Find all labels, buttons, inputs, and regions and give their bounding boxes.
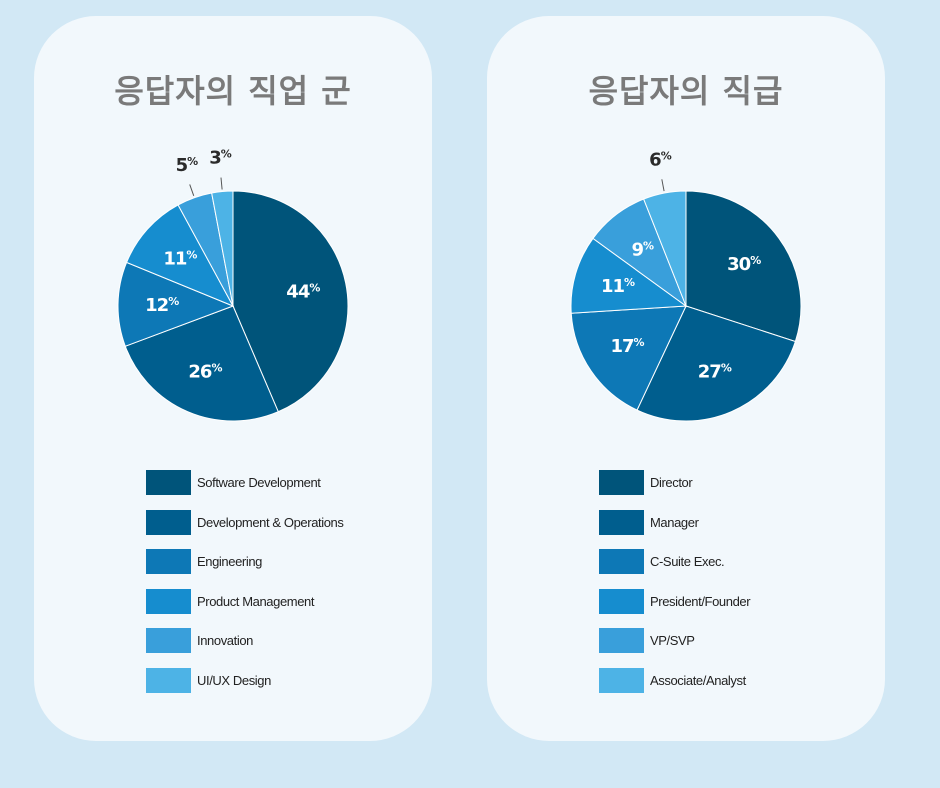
pie-slice-associate-analyst	[643, 190, 687, 307]
legend-swatch	[146, 628, 191, 654]
legend-swatch	[146, 509, 191, 535]
leader-line	[189, 184, 195, 196]
legend-label: Manager	[650, 514, 699, 530]
pie-slice-software-development	[232, 190, 349, 413]
legend-label: Product Management	[197, 593, 315, 609]
legend-item: Engineering	[146, 542, 343, 582]
legend-label: C-Suite Exec.	[650, 554, 725, 570]
data-label: 12%	[145, 295, 179, 316]
data-label: 30%	[727, 254, 761, 275]
pie-slice-development-operations	[124, 305, 279, 422]
data-label: 6%	[649, 149, 672, 170]
legend-item: Innovation	[146, 621, 343, 661]
data-label: 17%	[610, 336, 644, 357]
legend-swatch	[146, 470, 191, 496]
legend-label: UI/UX Design	[197, 672, 271, 688]
legend-swatch	[599, 628, 644, 654]
legend-item: Product Management	[146, 582, 343, 622]
legend-item: President/Founder	[599, 582, 751, 622]
legend-label: President/Founder	[650, 593, 751, 609]
legend-label: Innovation	[197, 633, 253, 649]
pie-chart: 30% 27% 17% 11% 9% 6%	[570, 149, 802, 422]
leader-line	[661, 179, 665, 192]
pie-slice-c-suite-exec	[570, 305, 687, 411]
legend-label: Development & Operations	[197, 514, 344, 530]
legend-swatch	[146, 667, 191, 693]
data-label: 11%	[601, 276, 635, 297]
legend-swatch	[599, 667, 644, 693]
legend-label: Software Development	[197, 475, 321, 491]
leader-line	[220, 177, 223, 190]
legend: Director Manager C-Suite Exec. President/Fo…	[599, 463, 751, 701]
legend-item: Development & Operations	[146, 503, 344, 543]
legend: Software Development Development & Operat…	[146, 463, 344, 701]
legend-swatch	[146, 588, 191, 614]
legend-swatch	[599, 470, 644, 496]
pie-slice-product-management	[125, 204, 235, 307]
pie-slice-manager	[636, 305, 797, 422]
data-label: 26%	[188, 362, 222, 383]
data-label: 11%	[163, 248, 197, 269]
legend-item: Associate/Analyst	[599, 661, 750, 701]
job-level-card: 응답자의 직급 30% 27% 17% 11% 9% 6% Director Manager…	[487, 16, 885, 741]
pie-slice-president-founder	[570, 237, 688, 314]
chart-title: 응답자의 직업 군	[114, 72, 352, 110]
legend-label: Engineering	[197, 554, 262, 570]
legend-swatch	[599, 588, 644, 614]
pie-slice-director	[685, 190, 802, 343]
pie-chart: 44% 26% 12% 11% 5% 3%	[117, 148, 349, 422]
legend-item: Director	[599, 463, 750, 503]
job-group-card: 응답자의 직업 군 44% 26% 12% 11% 5% 3% Software Deve…	[34, 16, 432, 741]
data-label: 5%	[176, 155, 199, 176]
data-label: 3%	[209, 148, 232, 169]
legend-label: Director	[650, 475, 693, 491]
legend-label: Associate/Analyst	[650, 672, 746, 688]
data-label: 27%	[698, 361, 732, 382]
legend-item: UI/UX Design	[146, 661, 343, 701]
data-label: 44%	[286, 282, 320, 303]
pie-slice-ui-ux-design	[211, 190, 234, 307]
pie-slice-engineering	[117, 261, 235, 347]
legend-label: VP/SVP	[650, 633, 695, 649]
data-label: 9%	[632, 240, 655, 261]
legend-item: VP/SVP	[599, 621, 750, 661]
legend-swatch	[599, 509, 644, 535]
legend-swatch	[146, 549, 191, 575]
legend-swatch	[599, 549, 644, 575]
legend-item: C-Suite Exec.	[599, 542, 750, 582]
legend-item: Manager	[599, 503, 750, 543]
legend-item: Software Development	[146, 463, 343, 503]
chart-title: 응답자의 직급	[588, 72, 784, 110]
